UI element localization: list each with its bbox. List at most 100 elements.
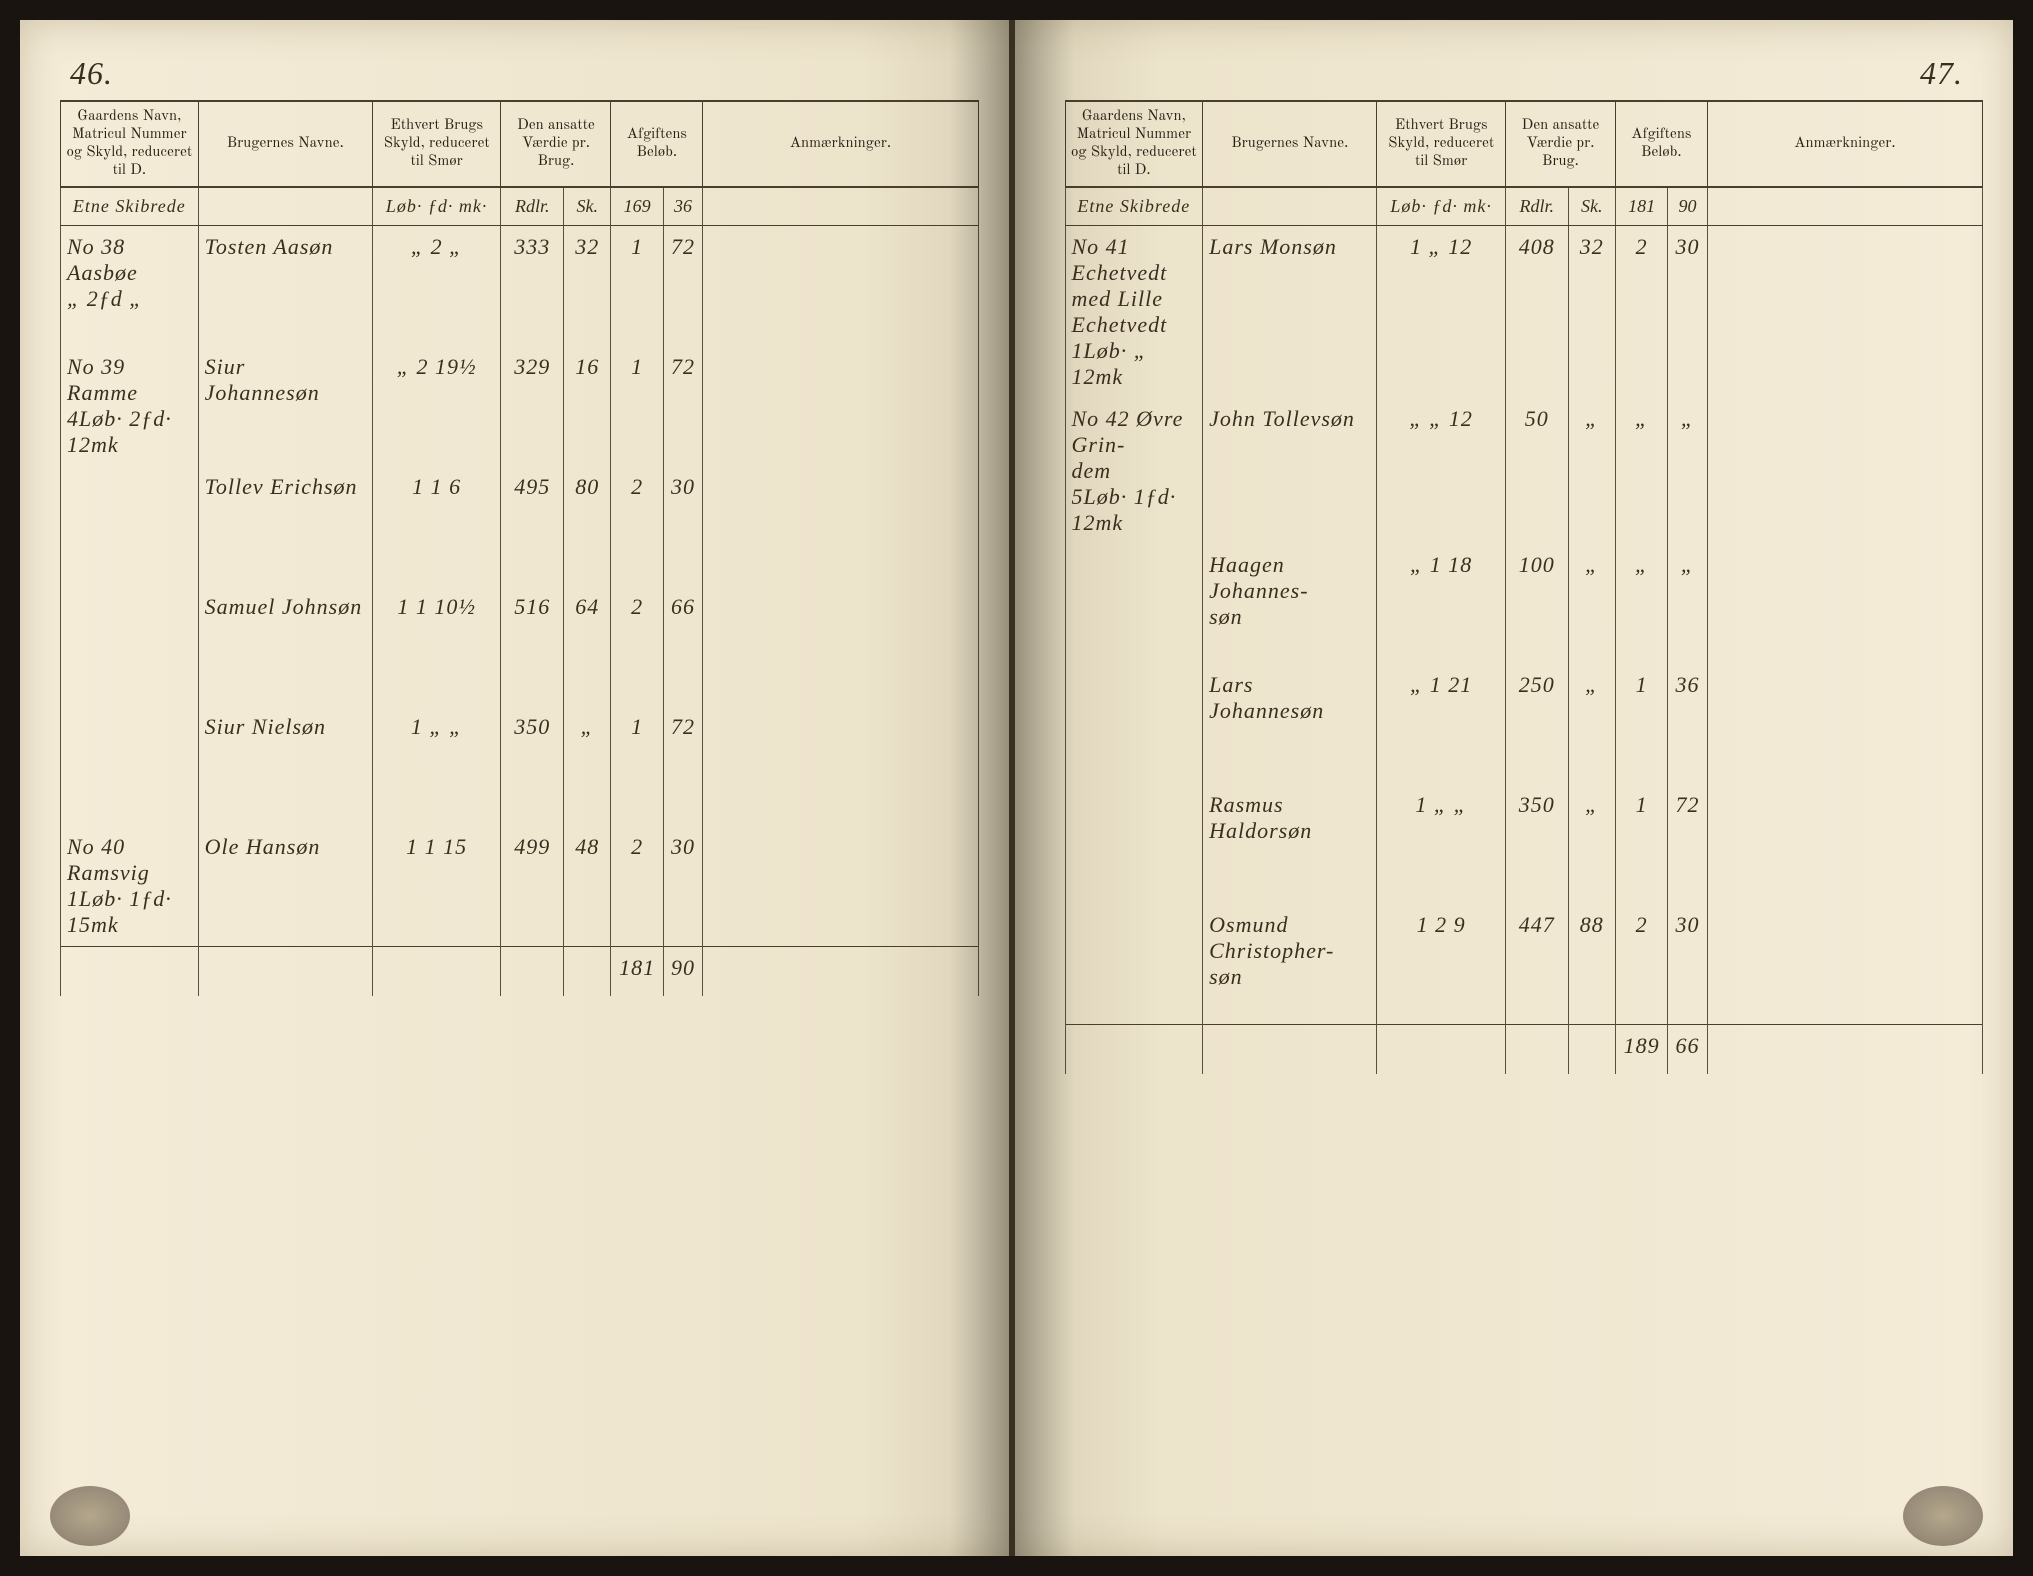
cell-a_sk: 72 bbox=[663, 226, 702, 346]
cell-skyld: 1 2 9 bbox=[1377, 904, 1505, 1024]
parish-cell: Etne Skibrede bbox=[1065, 187, 1203, 226]
sub-vaerdie-sk: Sk. bbox=[564, 187, 611, 226]
table-row: No 40 Ramsvig 1Løb· 1ƒd· 15mkOle Hansøn1… bbox=[61, 826, 979, 947]
header-afgift: Afgiftens Beløb. bbox=[611, 101, 703, 187]
cell-gaard bbox=[1065, 544, 1203, 664]
cell-gaard bbox=[61, 706, 199, 826]
table-row: No 38 Aasbøe „ 2ƒd „Tosten Aasøn„ 2 „333… bbox=[61, 226, 979, 346]
cell-a_rdlr: 1 bbox=[611, 226, 663, 346]
table-row: Samuel Johnsøn1 1 10½51664266 bbox=[61, 586, 979, 706]
cell-bruger: Osmund Christopher- søn bbox=[1203, 904, 1377, 1024]
cell-v_rdlr: 447 bbox=[1505, 904, 1568, 1024]
cell-v_rdlr: 100 bbox=[1505, 544, 1568, 664]
cell-skyld: „ 2 19½ bbox=[372, 346, 500, 466]
cell-bruger: Tollev Erichsøn bbox=[198, 466, 372, 586]
right-page: 47. Gaardens Navn, Matricul Nummer og Sk… bbox=[1012, 20, 2014, 1556]
header-skyld: Ethvert Brugs Skyld, reduceret til Smør bbox=[372, 101, 500, 187]
cell-anm bbox=[1707, 784, 1982, 904]
cell-anm bbox=[703, 826, 978, 947]
total-sk: 90 bbox=[663, 946, 702, 996]
subheader-row: Etne Skibrede Løb· ƒd· mk· Rdlr. Sk. 169… bbox=[61, 187, 979, 226]
cell-anm bbox=[1707, 398, 1982, 544]
cell-v_sk: „ bbox=[1568, 664, 1615, 784]
page-curl bbox=[1903, 1486, 1983, 1546]
cell-skyld: 1 1 10½ bbox=[372, 586, 500, 706]
cell-skyld: „ „ 12 bbox=[1377, 398, 1505, 544]
cell-bruger: Lars Monsøn bbox=[1203, 226, 1377, 399]
cell-bruger: John Tollevsøn bbox=[1203, 398, 1377, 544]
cell-anm bbox=[1707, 904, 1982, 1024]
carry-sk: 90 bbox=[1668, 187, 1707, 226]
cell-skyld: 1 „ 12 bbox=[1377, 226, 1505, 399]
table-row: Osmund Christopher- søn1 2 944788230 bbox=[1065, 904, 1983, 1024]
cell-bruger: Siur Johannesøn bbox=[198, 346, 372, 466]
header-gaard: Gaardens Navn, Matricul Nummer og Skyld,… bbox=[61, 101, 199, 187]
cell-anm bbox=[703, 346, 978, 466]
table-row: Haagen Johannes- søn„ 1 18100„„„ bbox=[1065, 544, 1983, 664]
total-sk: 66 bbox=[1668, 1024, 1707, 1074]
cell-skyld: „ 2 „ bbox=[372, 226, 500, 346]
cell-anm bbox=[1707, 226, 1982, 399]
table-row: No 42 Øvre Grin- dem 5Løb· 1ƒd· 12mkJohn… bbox=[1065, 398, 1983, 544]
cell-a_rdlr: 2 bbox=[611, 466, 663, 586]
cell-v_rdlr: 516 bbox=[501, 586, 564, 706]
cell-gaard bbox=[61, 466, 199, 586]
cell-anm bbox=[1707, 664, 1982, 784]
header-anm: Anmærkninger. bbox=[1707, 101, 1982, 187]
cell-a_sk: „ bbox=[1668, 544, 1707, 664]
cell-skyld: „ 1 18 bbox=[1377, 544, 1505, 664]
total-row: 18966 bbox=[1065, 1024, 1983, 1074]
page-curl bbox=[50, 1486, 130, 1546]
cell-bruger: Lars Johannesøn bbox=[1203, 664, 1377, 784]
cell-a_rdlr: 2 bbox=[611, 586, 663, 706]
ledger-table-right: Gaardens Navn, Matricul Nummer og Skyld,… bbox=[1065, 100, 1984, 1074]
cell-gaard: No 39 Ramme 4Løb· 2ƒd· 12mk bbox=[61, 346, 199, 466]
cell-v_sk: 32 bbox=[1568, 226, 1615, 399]
header-row: Gaardens Navn, Matricul Nummer og Skyld,… bbox=[61, 101, 979, 187]
cell-gaard bbox=[1065, 784, 1203, 904]
total-row: 18190 bbox=[61, 946, 979, 996]
table-row: Siur Nielsøn1 „ „350„172 bbox=[61, 706, 979, 826]
ledger-book: 46. Gaardens Navn, Matricul Nummer og Sk… bbox=[20, 20, 2013, 1556]
table-row: Tollev Erichsøn1 1 649580230 bbox=[61, 466, 979, 586]
cell-a_rdlr: 2 bbox=[1615, 226, 1667, 399]
page-number-right: 47. bbox=[1920, 55, 1963, 92]
cell-v_sk: 88 bbox=[1568, 904, 1615, 1024]
cell-a_sk: „ bbox=[1668, 398, 1707, 544]
table-row: Rasmus Haldorsøn1 „ „350„172 bbox=[1065, 784, 1983, 904]
header-bruger: Brugernes Navne. bbox=[198, 101, 372, 187]
cell-gaard: No 40 Ramsvig 1Løb· 1ƒd· 15mk bbox=[61, 826, 199, 947]
table-row: No 39 Ramme 4Løb· 2ƒd· 12mkSiur Johannes… bbox=[61, 346, 979, 466]
sub-vaerdie-rdlr: Rdlr. bbox=[501, 187, 564, 226]
page-number-left: 46. bbox=[70, 55, 113, 92]
cell-a_sk: 72 bbox=[1668, 784, 1707, 904]
cell-v_rdlr: 50 bbox=[1505, 398, 1568, 544]
header-afgift: Afgiftens Beløb. bbox=[1615, 101, 1707, 187]
cell-v_rdlr: 250 bbox=[1505, 664, 1568, 784]
cell-bruger: Haagen Johannes- søn bbox=[1203, 544, 1377, 664]
cell-a_rdlr: 1 bbox=[611, 706, 663, 826]
cell-a_sk: 66 bbox=[663, 586, 702, 706]
table-row: Lars Johannesøn„ 1 21250„136 bbox=[1065, 664, 1983, 784]
cell-v_sk: 16 bbox=[564, 346, 611, 466]
cell-bruger: Siur Nielsøn bbox=[198, 706, 372, 826]
cell-anm bbox=[1707, 544, 1982, 664]
sub-vaerdie-rdlr: Rdlr. bbox=[1505, 187, 1568, 226]
table-row: No 41 Echetvedt med Lille Echetvedt 1Løb… bbox=[1065, 226, 1983, 399]
cell-a_sk: 72 bbox=[663, 706, 702, 826]
header-vaerdie: Den ansatte Værdie pr. Brug. bbox=[501, 101, 611, 187]
cell-a_sk: 30 bbox=[1668, 226, 1707, 399]
cell-skyld: 1 1 15 bbox=[372, 826, 500, 947]
header-gaard: Gaardens Navn, Matricul Nummer og Skyld,… bbox=[1065, 101, 1203, 187]
skyld-units: Løb· ƒd· mk· bbox=[1377, 187, 1505, 226]
total-rdlr: 189 bbox=[1615, 1024, 1667, 1074]
cell-a_rdlr: 1 bbox=[1615, 784, 1667, 904]
subheader-row: Etne Skibrede Løb· ƒd· mk· Rdlr. Sk. 181… bbox=[1065, 187, 1983, 226]
cell-a_rdlr: 1 bbox=[611, 346, 663, 466]
cell-v_sk: 32 bbox=[564, 226, 611, 346]
cell-a_sk: 72 bbox=[663, 346, 702, 466]
cell-v_rdlr: 350 bbox=[501, 706, 564, 826]
cell-v_sk: „ bbox=[1568, 784, 1615, 904]
cell-bruger: Tosten Aasøn bbox=[198, 226, 372, 346]
parish-cell: Etne Skibrede bbox=[61, 187, 199, 226]
